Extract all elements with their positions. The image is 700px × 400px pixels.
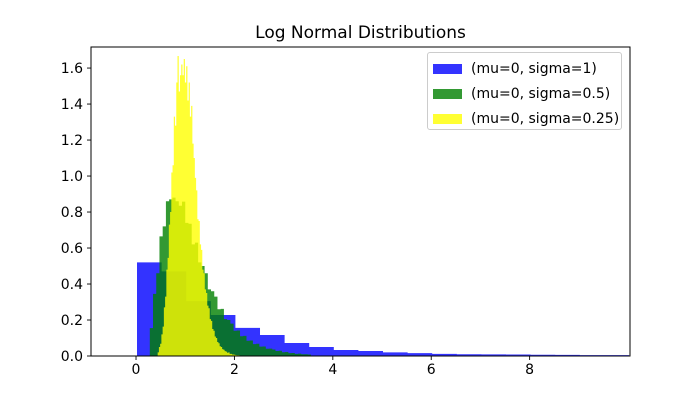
y-tick-label: 0.6 [61,241,83,257]
y-tick-label: 1.6 [61,61,83,77]
y-tick-label: 1.0 [61,169,83,185]
legend-label-sigma-025: (mu=0, sigma=0.25) [471,110,620,127]
x-tick-label: 0 [132,362,141,378]
plot-frame [90,46,631,357]
legend-item-sigma-05: (mu=0, sigma=0.5) [433,81,621,106]
x-tick-label: 2 [230,362,239,378]
y-tick-label: 0.4 [61,277,83,293]
x-tick-label: 4 [328,362,337,378]
histogram-series-2 [157,56,246,356]
y-tick-label: 0.2 [61,313,83,329]
histogram-series-0 [137,262,630,356]
y-tick-label: 1.4 [61,97,83,113]
x-tick-label: 8 [525,362,534,378]
legend-swatch-green [433,88,462,99]
y-tick-label: 1.2 [61,133,83,149]
legend-item-sigma-1: (mu=0, sigma=1) [433,56,621,81]
legend-label-sigma-05: (mu=0, sigma=0.5) [471,85,611,102]
legend: (mu=0, sigma=1) (mu=0, sigma=0.5) (mu=0,… [427,52,622,130]
legend-item-sigma-025: (mu=0, sigma=0.25) [433,106,621,131]
legend-swatch-blue [433,63,462,74]
x-tick-label: 6 [427,362,436,378]
chart-title: Log Normal Distributions [255,23,466,43]
legend-label-sigma-1: (mu=0, sigma=1) [471,60,597,77]
y-tick-label: 0.8 [61,205,83,221]
legend-swatch-yellow [433,113,462,124]
y-tick-label: 0.0 [61,349,83,365]
